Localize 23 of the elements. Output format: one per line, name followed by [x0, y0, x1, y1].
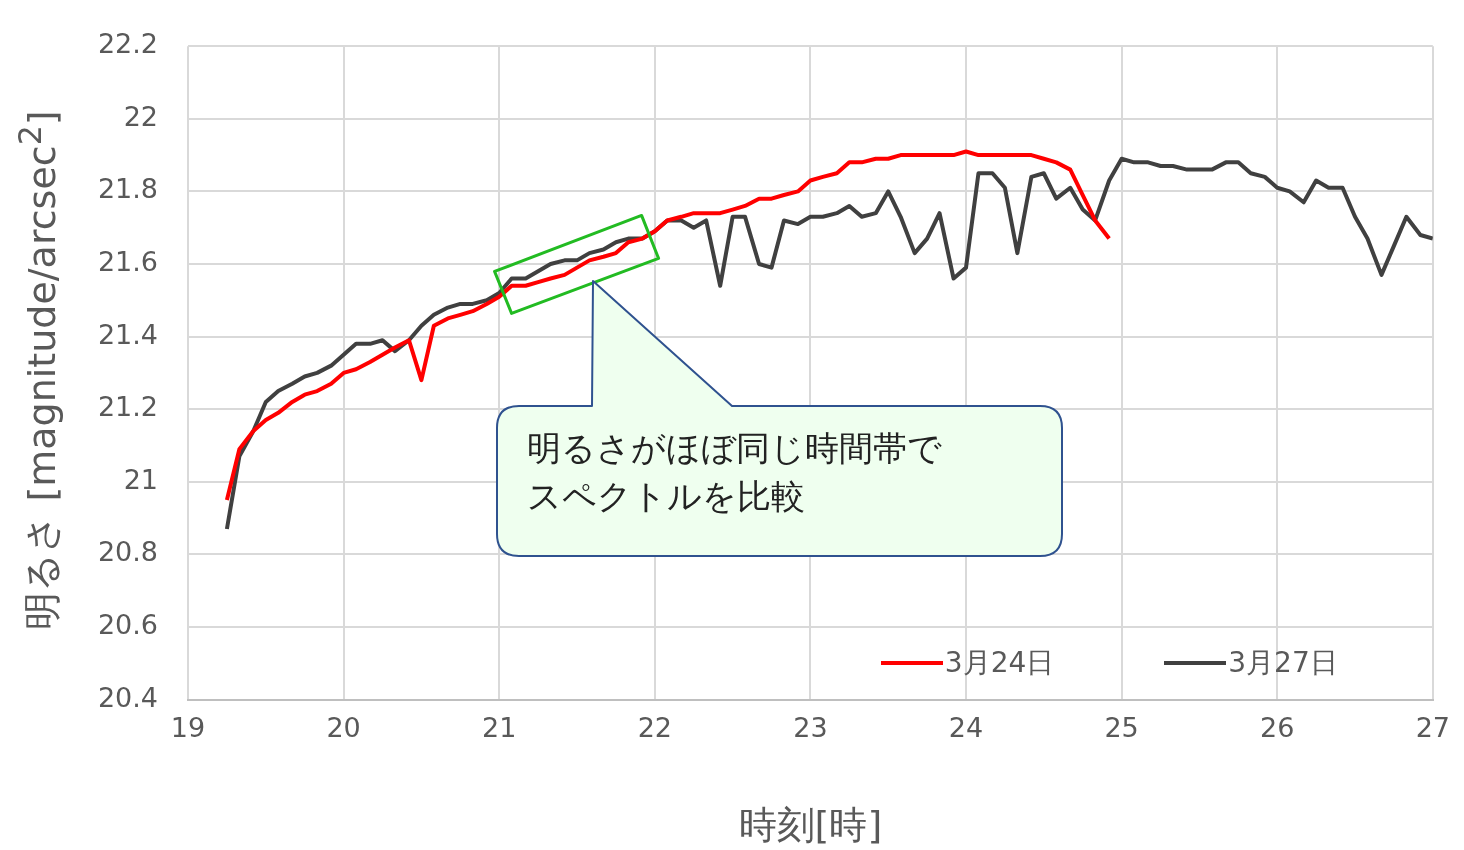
legend-label: 3月27日	[1228, 644, 1338, 681]
x-tick-label: 24	[948, 711, 984, 743]
x-tick-label: 26	[1260, 711, 1295, 743]
x-tick-label: 22	[637, 711, 672, 743]
x-axis-title: 時刻[時]	[738, 802, 883, 849]
y-tick-label: 21.2	[97, 391, 158, 423]
x-tick-label: 20	[326, 711, 361, 743]
x-tick-label: 23	[793, 711, 828, 743]
y-tick-label: 22	[123, 100, 158, 132]
y-tick-label: 20.4	[97, 681, 158, 713]
y-tick-label: 21.4	[97, 318, 158, 350]
y-tick-label: 20.6	[97, 609, 158, 641]
y-tick-label: 20.8	[97, 536, 158, 568]
legend-label: 3月24日	[944, 644, 1055, 681]
y-tick-label: 21	[123, 463, 158, 495]
x-tick-label: 19	[170, 711, 206, 743]
x-tick-label: 27	[1415, 711, 1450, 743]
y-tick-label: 21.6	[97, 246, 158, 278]
y-tick-label: 22.2	[97, 28, 158, 60]
x-tick-label: 25	[1104, 711, 1139, 743]
y-tick-label: 21.8	[97, 173, 158, 205]
annotation: 明るさがほぼ同じ時間帯でスペクトルを比較	[525, 427, 943, 519]
x-tick-label: 21	[482, 711, 517, 743]
